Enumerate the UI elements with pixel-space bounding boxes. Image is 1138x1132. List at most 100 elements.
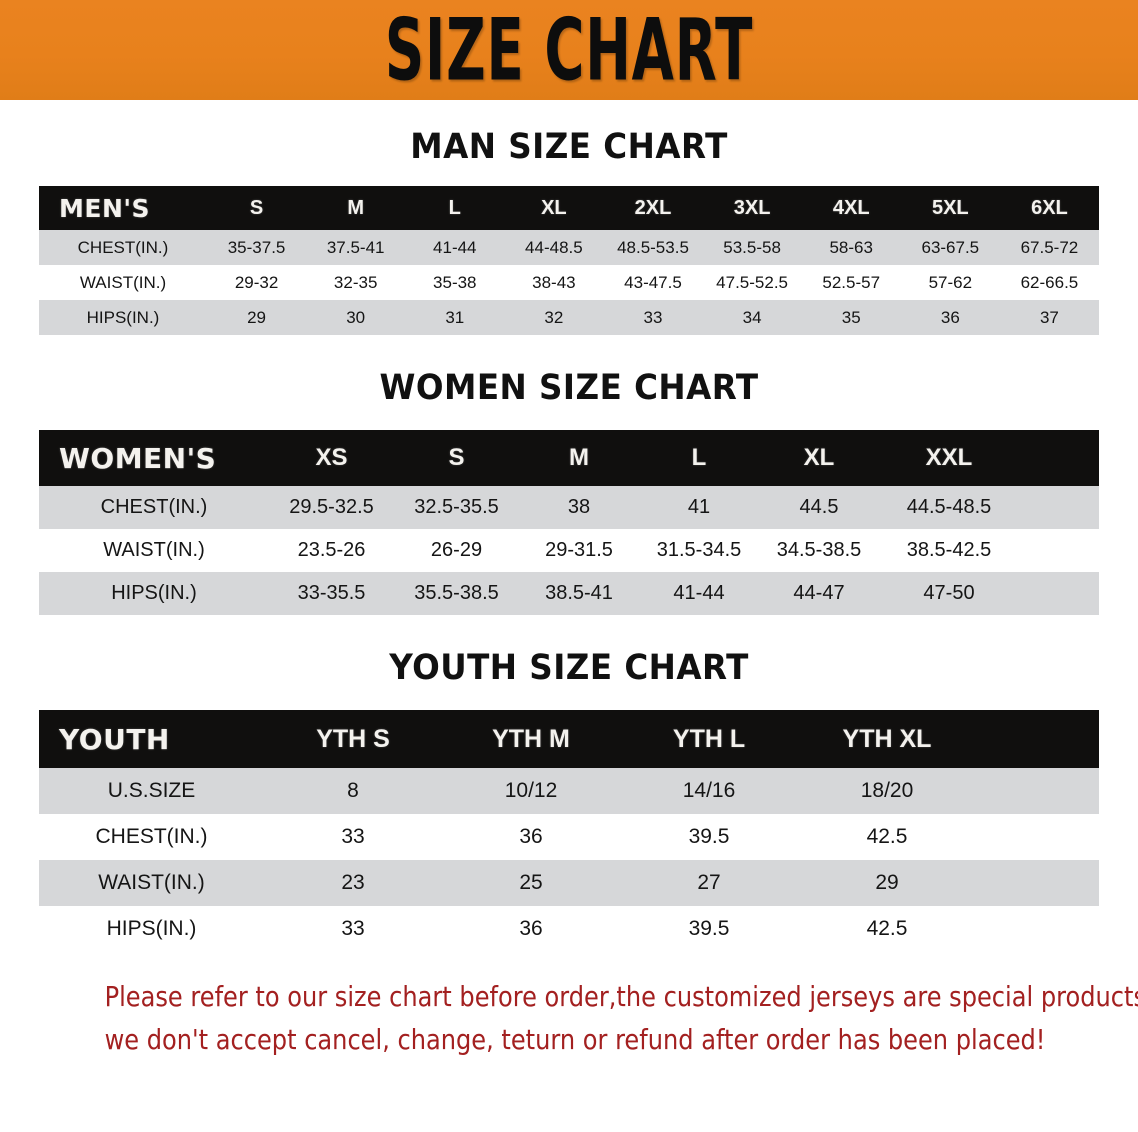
man-cell-2-0: 29 bbox=[247, 307, 267, 327]
women-cell-2-2: 38.5-41 bbox=[545, 582, 613, 604]
women-cell-1-0: 23.5-26 bbox=[297, 539, 366, 561]
man-cell-2-8: 37 bbox=[1039, 307, 1059, 327]
youth-size-table: YOUTH YTH S YTH M YTH L YTH XL U.S.SIZE … bbox=[39, 710, 1099, 952]
table-row: HIPS(IN.) 29 30 31 32 33 34 35 36 37 bbox=[39, 300, 1099, 335]
man-cell-1-0: 29-32 bbox=[234, 272, 279, 292]
youth-row-label-3: HIPS(IN.) bbox=[106, 917, 197, 940]
man-cell-0-7: 63-67.5 bbox=[921, 237, 980, 257]
man-cell-1-7: 57-62 bbox=[928, 272, 973, 292]
man-cell-0-2: 41-44 bbox=[433, 237, 477, 257]
youth-section-heading: YOUTH SIZE CHART bbox=[389, 648, 749, 688]
table-row: WAIST(IN.) 29-32 32-35 35-38 38-43 43-47… bbox=[39, 265, 1099, 300]
youth-col-header-3: YTH XL bbox=[842, 724, 932, 753]
man-col-header-7: 5XL bbox=[931, 196, 969, 219]
women-col-header-3: L bbox=[691, 444, 707, 471]
table-row: HIPS(IN.) 33-35.5 35.5-38.5 38.5-41 41-4… bbox=[39, 572, 1099, 615]
man-cell-2-3: 32 bbox=[544, 307, 564, 327]
women-cell-2-spacer bbox=[1019, 572, 1099, 615]
man-table-body: CHEST(IN.) 35-37.5 37.5-41 41-44 44-48.5… bbox=[39, 230, 1099, 335]
man-section-heading: MAN SIZE CHART bbox=[410, 127, 728, 167]
women-cell-0-5: 44.5-48.5 bbox=[906, 496, 992, 518]
women-cell-0-0: 29.5-32.5 bbox=[289, 496, 374, 518]
man-col-header-0: S bbox=[249, 196, 264, 219]
youth-col-header-2: YTH L bbox=[672, 724, 746, 753]
man-cell-1-3: 38-43 bbox=[532, 272, 576, 292]
youth-cell-2-2: 27 bbox=[697, 871, 721, 894]
table-row: CHEST(IN.) 35-37.5 37.5-41 41-44 44-48.5… bbox=[39, 230, 1099, 265]
youth-cell-0-1: 10/12 bbox=[504, 779, 558, 802]
youth-row-label-0: U.S.SIZE bbox=[107, 779, 196, 802]
women-size-table: WOMEN'S XS S M L XL XXL CHEST(IN.) 29.5-… bbox=[39, 430, 1099, 615]
man-cell-2-2: 31 bbox=[445, 307, 465, 327]
page-banner: SIZE CHART bbox=[0, 0, 1138, 100]
table-row: HIPS(IN.) 33 36 39.5 42.5 bbox=[39, 906, 1099, 952]
man-row-label-1: WAIST(IN.) bbox=[79, 272, 167, 292]
man-col-header-8: 6XL bbox=[1031, 196, 1068, 219]
man-col-header-5: 3XL bbox=[733, 196, 771, 219]
table-row: CHEST(IN.) 33 36 39.5 42.5 bbox=[39, 814, 1099, 860]
man-size-table: MEN'S S M L XL 2XL 3XL 4XL 5XL 6XL CHEST… bbox=[39, 186, 1099, 335]
disclaimer-text: Please refer to our size chart before or… bbox=[104, 976, 1138, 1061]
man-cell-0-8: 67.5-72 bbox=[1020, 237, 1079, 257]
disclaimer-line-1: Please refer to our size chart before or… bbox=[104, 980, 1138, 1013]
youth-row-label-1: CHEST(IN.) bbox=[95, 825, 208, 848]
man-cell-1-2: 35-38 bbox=[433, 272, 477, 292]
women-cell-2-3: 41-44 bbox=[673, 582, 725, 604]
man-corner-label: MEN'S bbox=[59, 193, 151, 223]
man-cell-0-4: 48.5-53.5 bbox=[617, 237, 689, 257]
youth-cell-1-1: 36 bbox=[519, 825, 543, 848]
youth-cell-1-spacer bbox=[976, 814, 1099, 860]
youth-cell-2-3: 29 bbox=[875, 871, 899, 894]
man-col-header-4: 2XL bbox=[634, 196, 672, 219]
women-col-header-5: XXL bbox=[925, 444, 973, 471]
man-cell-1-5: 47.5-52.5 bbox=[716, 272, 789, 292]
table-row: WAIST(IN.) 23.5-26 26-29 29-31.5 31.5-34… bbox=[39, 529, 1099, 572]
women-col-header-spacer bbox=[1019, 430, 1099, 486]
table-row: CHEST(IN.) 29.5-32.5 32.5-35.5 38 41 44.… bbox=[39, 486, 1099, 529]
women-table-body: CHEST(IN.) 29.5-32.5 32.5-35.5 38 41 44.… bbox=[39, 486, 1099, 615]
youth-cell-1-0: 33 bbox=[341, 825, 365, 848]
women-cell-1-1: 26-29 bbox=[430, 539, 483, 561]
women-row-label-2: HIPS(IN.) bbox=[111, 582, 197, 604]
youth-table-wrapper: YOUTH YTH S YTH M YTH L YTH XL U.S.SIZE … bbox=[39, 710, 1099, 952]
women-cell-0-1: 32.5-35.5 bbox=[414, 496, 499, 518]
youth-cell-0-2: 14/16 bbox=[682, 779, 736, 802]
youth-cell-3-spacer bbox=[976, 906, 1099, 952]
man-table-head: MEN'S S M L XL 2XL 3XL 4XL 5XL 6XL bbox=[39, 186, 1099, 230]
women-cell-0-3: 41 bbox=[687, 496, 711, 518]
women-cell-2-4: 44-47 bbox=[793, 582, 845, 604]
man-header-row: MEN'S S M L XL 2XL 3XL 4XL 5XL 6XL bbox=[39, 186, 1099, 230]
women-table-head: WOMEN'S XS S M L XL XXL bbox=[39, 430, 1099, 486]
man-cell-2-1: 30 bbox=[346, 307, 366, 327]
women-col-header-1: S bbox=[448, 444, 465, 471]
women-cell-2-0: 33-35.5 bbox=[297, 582, 366, 604]
man-cell-1-6: 52.5-57 bbox=[822, 272, 881, 292]
youth-cell-2-1: 25 bbox=[519, 871, 543, 894]
man-cell-0-3: 44-48.5 bbox=[525, 237, 583, 257]
man-col-header-3: XL bbox=[541, 196, 567, 219]
man-cell-2-4: 33 bbox=[643, 307, 663, 327]
man-cell-0-1: 37.5-41 bbox=[326, 237, 385, 257]
women-row-label-1: WAIST(IN.) bbox=[103, 539, 205, 561]
women-cell-1-2: 29-31.5 bbox=[545, 539, 613, 561]
youth-cell-0-0: 8 bbox=[347, 779, 359, 802]
women-cell-0-2: 38 bbox=[567, 496, 591, 518]
man-cell-2-6: 35 bbox=[841, 307, 861, 327]
women-col-header-0: XS bbox=[315, 444, 348, 471]
man-cell-1-8: 62-66.5 bbox=[1020, 272, 1079, 292]
disclaimer-line-2: we don't accept cancel, change, teturn o… bbox=[104, 1022, 1046, 1056]
youth-cell-1-3: 42.5 bbox=[866, 825, 908, 848]
man-cell-2-7: 36 bbox=[940, 307, 960, 327]
women-cell-2-5: 47-50 bbox=[923, 582, 975, 604]
women-cell-1-4: 34.5-38.5 bbox=[776, 539, 862, 561]
youth-corner-label: YOUTH bbox=[59, 722, 170, 756]
youth-col-header-spacer bbox=[976, 710, 1099, 768]
women-row-label-0: CHEST(IN.) bbox=[100, 496, 208, 518]
women-corner-label: WOMEN'S bbox=[59, 441, 217, 475]
women-cell-0-spacer bbox=[1019, 486, 1099, 529]
man-col-header-2: L bbox=[448, 196, 461, 219]
youth-row-label-2: WAIST(IN.) bbox=[98, 871, 205, 894]
women-section-heading: WOMEN SIZE CHART bbox=[379, 368, 759, 408]
youth-cell-3-0: 33 bbox=[341, 917, 365, 940]
